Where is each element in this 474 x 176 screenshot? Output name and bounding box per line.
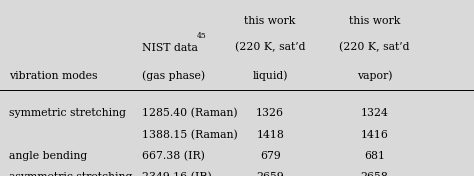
Text: vibration modes: vibration modes: [9, 71, 98, 81]
Text: 1418: 1418: [256, 130, 284, 140]
Text: (220 K, sat’d: (220 K, sat’d: [339, 42, 410, 53]
Text: (gas phase): (gas phase): [142, 70, 205, 81]
Text: 2349.16 (IR): 2349.16 (IR): [142, 172, 212, 176]
Text: symmetric stretching: symmetric stretching: [9, 108, 127, 118]
Text: 1388.15 (Raman): 1388.15 (Raman): [142, 130, 238, 140]
Text: 1324: 1324: [361, 108, 388, 118]
Text: asymmetric stretching: asymmetric stretching: [9, 172, 133, 176]
Text: 1326: 1326: [256, 108, 284, 118]
Text: vapor): vapor): [357, 70, 392, 81]
Text: 681: 681: [364, 151, 385, 161]
Text: 45: 45: [197, 32, 207, 40]
Text: liquid): liquid): [253, 70, 288, 81]
Text: 2658: 2658: [361, 172, 388, 176]
Text: this work: this work: [349, 16, 400, 26]
Text: NIST data: NIST data: [142, 43, 198, 52]
Text: this work: this work: [245, 16, 296, 26]
Text: 667.38 (IR): 667.38 (IR): [142, 151, 205, 161]
Text: (220 K, sat’d: (220 K, sat’d: [235, 42, 305, 53]
Text: 1416: 1416: [361, 130, 388, 140]
Text: angle bending: angle bending: [9, 151, 88, 161]
Text: 679: 679: [260, 151, 281, 161]
Text: 2659: 2659: [256, 172, 284, 176]
Text: 1285.40 (Raman): 1285.40 (Raman): [142, 108, 238, 118]
